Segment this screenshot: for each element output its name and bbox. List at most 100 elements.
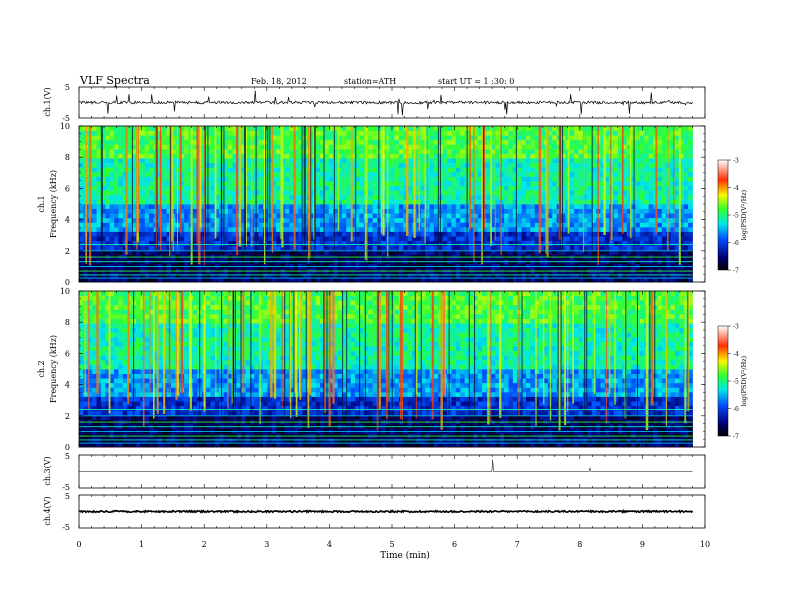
- spectrogram-cell: [477, 139, 483, 145]
- spectrogram-cell: [644, 176, 650, 182]
- spectrogram-cell: [359, 249, 365, 255]
- spectrogram-cell: [495, 236, 501, 242]
- dark-streak: [333, 126, 335, 267]
- spectrogram-cell: [96, 245, 102, 251]
- spectrogram-cell: [341, 222, 347, 228]
- spectrogram-cell: [670, 148, 676, 154]
- spectrogram-cell: [293, 226, 299, 232]
- spectrogram-cell: [92, 190, 97, 196]
- spectrogram-cell: [639, 185, 645, 191]
- spectrogram-cell: [591, 226, 597, 232]
- spectrogram-cell: [499, 181, 505, 187]
- spectrogram-cell: [214, 126, 220, 131]
- spectrogram-cell: [622, 236, 628, 242]
- spectrogram-cell: [210, 135, 216, 141]
- spectrogram-cell: [508, 249, 514, 255]
- spectrogram-cell: [210, 130, 216, 136]
- spectrogram-cell: [517, 226, 522, 232]
- spectrogram-cell: [258, 162, 264, 168]
- spectrogram-cell: [512, 139, 518, 145]
- sferic-streak: [85, 126, 87, 264]
- spectrogram-cell: [206, 236, 211, 242]
- spectrogram-cell: [635, 204, 641, 209]
- spectrogram-cell: [179, 158, 185, 164]
- spectrogram-cell: [451, 176, 457, 182]
- spectrogram-cell: [433, 144, 439, 150]
- spectrogram-cell: [184, 176, 189, 182]
- spectrogram-cell: [433, 231, 439, 237]
- spectrogram-cell: [679, 167, 685, 173]
- spectrogram-cell: [227, 245, 233, 251]
- spectrogram-cell: [324, 226, 330, 232]
- spectrogram-cell: [639, 199, 645, 205]
- spectrogram-cell: [298, 181, 303, 187]
- dark-streak: [466, 126, 468, 267]
- spectrogram-cell: [363, 153, 369, 159]
- spectrogram-cell: [547, 240, 553, 246]
- spectrogram-cell: [289, 158, 295, 164]
- spectrogram-cell: [521, 217, 527, 223]
- spectrogram-cell: [223, 208, 229, 214]
- spectrogram-cell: [258, 171, 264, 177]
- spectrogram-cell: [433, 167, 439, 173]
- spectrogram-cell: [547, 139, 553, 145]
- spectrogram-cell: [613, 176, 619, 182]
- spectrogram-cell: [149, 199, 154, 205]
- spectrogram-cell: [254, 231, 260, 237]
- spectrogram-cell: [490, 208, 496, 214]
- spectrogram-cell: [346, 236, 352, 242]
- spectrogram-cell: [289, 167, 295, 173]
- spectrogram-cell: [144, 236, 150, 242]
- spectrogram-cell: [617, 153, 623, 159]
- spectrogram-cell: [398, 217, 404, 223]
- spectrogram-cell: [644, 167, 650, 173]
- spectrogram-cell: [473, 171, 479, 177]
- spectrogram-cell: [227, 236, 233, 242]
- spectrogram-cell: [276, 194, 281, 200]
- sferic-streak: [500, 126, 502, 256]
- spectrogram-cell: [166, 144, 172, 150]
- spectrogram-cell: [350, 148, 356, 154]
- spectrogram-cell: [346, 217, 352, 223]
- spectrogram-cell: [79, 414, 84, 420]
- spectrogram-cell: [679, 204, 685, 209]
- spectrogram-cell: [341, 167, 347, 173]
- spectrogram-cell: [179, 194, 185, 200]
- spectrogram-cell: [140, 245, 146, 251]
- spectrogram-cell: [100, 144, 106, 150]
- spectrogram-cell: [679, 213, 685, 219]
- spectrogram-cell: [184, 126, 189, 131]
- spectrogram-cell: [670, 194, 676, 200]
- spectrogram-cell: [355, 217, 360, 223]
- spectrogram-cell: [613, 222, 619, 228]
- spectrogram-cell: [552, 176, 558, 182]
- spectrogram-cell: [569, 144, 575, 150]
- spectrogram-cell: [539, 139, 544, 145]
- spectrogram-cell: [468, 277, 474, 283]
- spectrogram-cell: [381, 277, 387, 283]
- spectrogram-cell: [258, 176, 264, 182]
- spectrogram-cell: [657, 245, 663, 251]
- spectrogram-cell: [118, 208, 124, 214]
- spectrogram-cell: [561, 277, 566, 283]
- sferic-streak: [177, 126, 178, 247]
- spectrogram-cell: [504, 226, 509, 232]
- spectrogram-cell: [320, 236, 325, 242]
- spectrogram-cell: [517, 240, 522, 246]
- spectrogram-cell: [442, 130, 448, 136]
- spectrogram-cell: [477, 158, 483, 164]
- spectrogram-cell: [657, 153, 663, 159]
- spectrogram-cell: [574, 213, 579, 219]
- spectrogram-cell: [346, 277, 352, 283]
- spectrogram-cell: [254, 171, 260, 177]
- spectrogram-cell: [324, 194, 330, 200]
- spectrogram-cell: [666, 130, 671, 136]
- spectrogram-cell: [582, 135, 588, 141]
- spectrogram-cell: [127, 204, 132, 209]
- spectrogram-cell: [539, 222, 544, 228]
- spectrogram-cell: [688, 130, 693, 136]
- spectrogram-cell: [96, 176, 102, 182]
- spectrogram-cell: [600, 144, 606, 150]
- spectrogram-cell: [109, 153, 115, 159]
- spectrogram-cell: [447, 135, 452, 141]
